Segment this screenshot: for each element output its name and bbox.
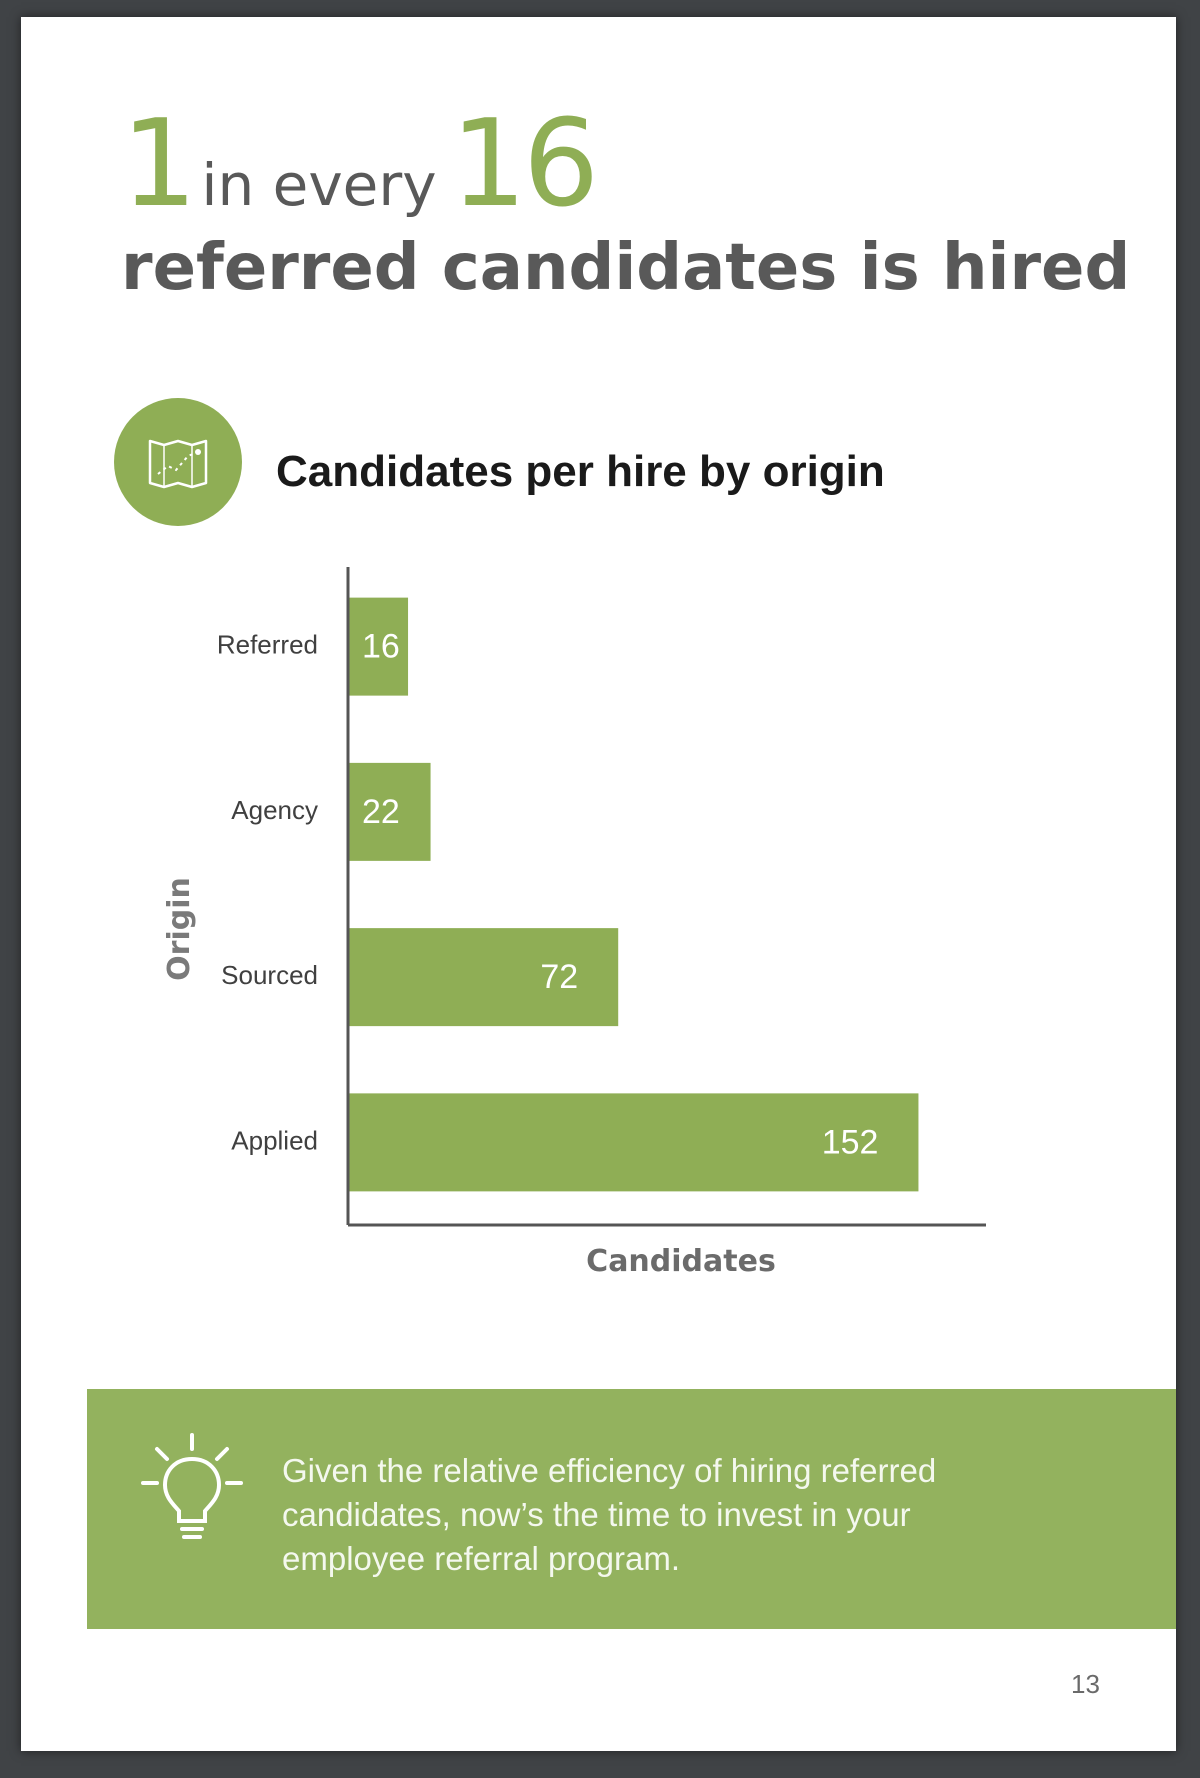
- headline-connector: in every: [201, 151, 437, 219]
- y-tick-label-sourced: Sourced: [221, 960, 318, 990]
- data-label-applied: 152: [822, 1123, 879, 1161]
- data-label-agency: 22: [362, 793, 400, 831]
- page-number: 13: [1071, 1669, 1100, 1699]
- y-tick-label-agency: Agency: [231, 795, 318, 825]
- data-label-referred: 16: [362, 628, 400, 666]
- tip-text: Given the relative efficiency of hiring …: [282, 1452, 937, 1577]
- y-tick-label-referred: Referred: [217, 630, 318, 660]
- bar-referred: [348, 597, 409, 696]
- y-axis-title: Origin: [162, 877, 197, 981]
- bar-applied: [348, 1093, 919, 1192]
- bar-sourced: [348, 928, 619, 1027]
- headline-subtitle: referred candidates is hired: [121, 231, 1131, 305]
- data-label-sourced: 72: [540, 958, 578, 996]
- headline-stat: 1 in every 16: [121, 105, 1071, 225]
- lightbulb-icon: [141, 1433, 243, 1539]
- chart-badge: [114, 398, 242, 526]
- tip-banner: Given the relative efficiency of hiring …: [87, 1389, 1176, 1629]
- x-axis-title: Candidates: [586, 1244, 776, 1279]
- y-tick-label-applied: Applied: [231, 1125, 318, 1155]
- map-icon: [148, 439, 208, 489]
- headline: 1 in every 16 referred candidates is hired: [121, 105, 1131, 306]
- headline-number-sixteen: 16: [450, 95, 600, 234]
- headline-number-one: 1: [121, 95, 197, 234]
- chart-title: Candidates per hire by origin: [276, 447, 885, 496]
- report-page: 1 in every 16 referred candidates is hired…: [21, 17, 1176, 1751]
- bar-agency: [348, 762, 431, 861]
